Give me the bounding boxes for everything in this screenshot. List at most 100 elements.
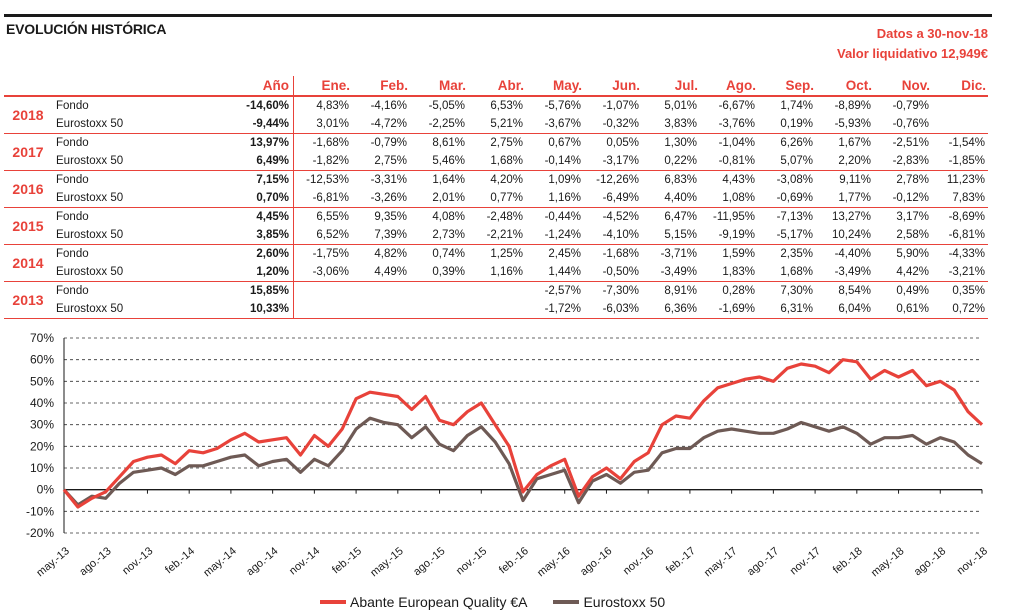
month-cell: 2,78% — [896, 174, 929, 186]
column-header-5: May. — [526, 76, 584, 97]
table-row: Eurostoxx 50 10,33% -1,72% -6,03% 6,36% -1,69… — [4, 300, 988, 319]
table-row: Eurostoxx 50 0,70% -6,81% -3,26% 2,01% 0,77% 1… — [4, 189, 988, 208]
month-cell — [410, 300, 468, 319]
x-tick-label: ago.-15 — [411, 545, 447, 578]
column-header-7: Jul. — [642, 76, 700, 97]
section-title: EVOLUCIÓN HISTÓRICA — [6, 21, 167, 37]
column-header-3: Mar. — [410, 76, 468, 97]
column-header-0: Año — [244, 76, 294, 97]
chart-legend: Abante European Quality €A Eurostoxx 50 — [320, 594, 691, 610]
ytd-cell: 2,60% — [244, 244, 294, 263]
month-cell: 1,68% — [758, 263, 816, 282]
column-header-1: Ene. — [293, 76, 352, 97]
month-cell: 0,19% — [758, 115, 816, 134]
month-cell: 6,47% — [664, 211, 697, 223]
x-tick-label: feb.-17 — [664, 545, 698, 576]
month-cell: -5,93% — [816, 115, 874, 134]
month-cell: 7,83% — [932, 189, 988, 208]
month-cell: -1,75% — [312, 248, 349, 260]
month-cell: -2,57% — [544, 285, 581, 297]
month-cell: -6,81% — [932, 226, 988, 245]
month-cell: 2,75% — [490, 137, 523, 149]
month-cell: 5,46% — [410, 152, 468, 171]
x-tick-label: ago.-14 — [244, 545, 280, 578]
table-header-row: Año Ene. Feb. Mar. Abr. May. Jun. Jul. Ago. Sep. O… — [4, 76, 988, 97]
table-row: Eurostoxx 50 6,49% -1,82% 2,75% 5,46% 1,68% -0… — [4, 152, 988, 171]
month-cell: -0,44% — [544, 211, 581, 223]
month-cell: -1,04% — [718, 137, 755, 149]
month-cell: -11,95% — [713, 211, 755, 223]
month-cell: 6,26% — [780, 137, 813, 149]
month-cell: -1,82% — [293, 152, 352, 171]
month-cell: 3,83% — [642, 115, 700, 134]
month-cell: -1,68% — [602, 248, 639, 260]
month-cell: -3,67% — [526, 115, 584, 134]
x-tick-label: may.-15 — [368, 545, 406, 579]
month-cell: 5,21% — [468, 115, 526, 134]
x-tick-label: may.-17 — [702, 545, 740, 579]
month-cell: 2,73% — [410, 226, 468, 245]
month-cell — [352, 300, 410, 319]
month-cell — [410, 282, 468, 301]
month-cell: 2,58% — [874, 226, 932, 245]
month-cell: -0,79% — [370, 137, 407, 149]
month-cell: -1,07% — [602, 100, 639, 112]
month-cell: -3,49% — [816, 263, 874, 282]
month-cell: 2,01% — [410, 189, 468, 208]
month-cell: -2,25% — [410, 115, 468, 134]
row-label: Fondo — [56, 248, 89, 260]
month-cell: -1,72% — [526, 300, 584, 319]
month-cell: 3,17% — [896, 211, 929, 223]
row-label: Fondo — [56, 174, 89, 186]
legend-label-fund: Abante European Quality €A — [350, 594, 528, 610]
month-cell: 8,91% — [664, 285, 697, 297]
month-cell: 9,35% — [374, 211, 407, 223]
x-tick-label: ago.-13 — [77, 545, 113, 578]
row-label: Fondo — [56, 100, 89, 112]
month-cell: 10,24% — [816, 226, 874, 245]
month-cell: 4,42% — [874, 263, 932, 282]
y-tick-label: -20% — [26, 526, 54, 540]
month-cell: 4,49% — [352, 263, 410, 282]
ytd-cell: 0,70% — [244, 189, 294, 208]
month-cell: 5,07% — [758, 152, 816, 171]
month-cell: 1,16% — [526, 189, 584, 208]
month-cell: -2,21% — [468, 226, 526, 245]
month-cell: 1,59% — [722, 248, 755, 260]
month-cell: 4,82% — [374, 248, 407, 260]
x-tick-label: feb.-16 — [497, 545, 531, 576]
month-cell: 8,61% — [432, 137, 465, 149]
table-row: 2014 Fondo 2,60% -1,75% 4,82% 0,74% 1,25% 2,45%… — [4, 244, 988, 282]
year-label: 2017 — [4, 133, 52, 171]
month-cell: 4,83% — [316, 100, 349, 112]
month-cell: -1,24% — [526, 226, 584, 245]
month-cell: 5,01% — [664, 100, 697, 112]
month-cell: 13,27% — [831, 211, 871, 223]
month-cell: 2,45% — [548, 248, 581, 260]
column-header-12: Dic. — [932, 76, 988, 97]
table-row: 2016 Fondo 7,15% -12,53% -3,31% 1,64% 4,20% 1,0… — [4, 170, 988, 208]
x-tick-label: nov.-14 — [287, 545, 322, 577]
year-label: 2016 — [4, 170, 52, 208]
month-cell: 0,77% — [468, 189, 526, 208]
row-label: Eurostoxx 50 — [52, 300, 244, 319]
month-cell: -5,17% — [758, 226, 816, 245]
month-cell: -1,85% — [932, 152, 988, 171]
month-cell: 6,55% — [316, 211, 349, 223]
month-cell: -7,30% — [602, 285, 639, 297]
month-cell: 0,49% — [896, 285, 929, 297]
month-cell: 9,11% — [839, 174, 871, 186]
month-cell: 0,61% — [874, 300, 932, 319]
table-row: Eurostoxx 50 3,85% 6,52% 7,39% 2,73% -2,21% -1… — [4, 226, 988, 245]
year-label: 2014 — [4, 244, 52, 282]
month-cell: 6,04% — [816, 300, 874, 319]
month-cell: 6,83% — [664, 174, 697, 186]
month-cell: 4,20% — [490, 174, 523, 186]
month-cell: 0,67% — [548, 137, 581, 149]
ytd-cell: 15,85% — [244, 281, 294, 300]
y-tick-label: 50% — [30, 374, 54, 388]
month-cell: -12,26% — [596, 174, 639, 186]
index-series-line — [62, 416, 983, 507]
x-tick-label: ago.-18 — [912, 545, 948, 578]
legend-item-index: Eurostoxx 50 — [553, 594, 665, 610]
